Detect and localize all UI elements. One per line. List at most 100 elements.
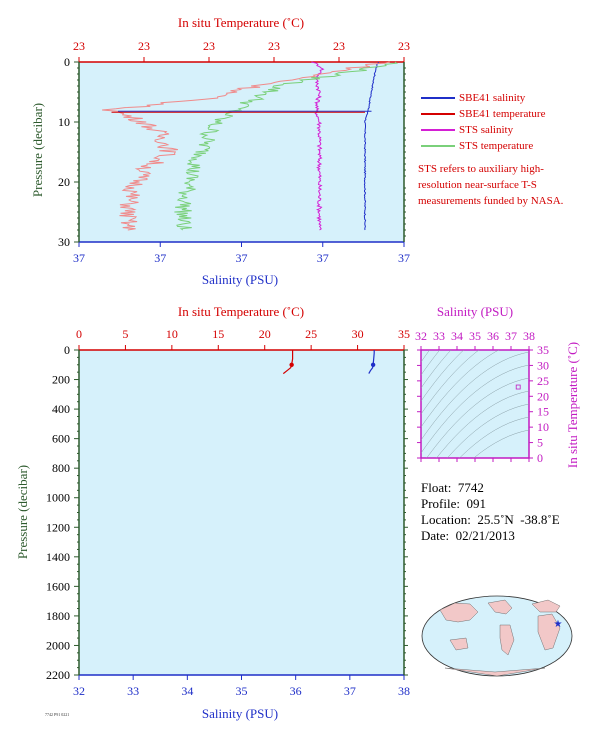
top-temp-tick-label: 23 [203,39,215,53]
map-land-south-america [499,624,515,656]
ts-density-contour [436,390,529,458]
top-sal-tick-label: 37 [236,251,248,265]
bottom-series-marker [370,362,376,367]
top-pressure-tick-label: 0 [64,55,70,69]
ts-temp-axis-title: In situ Temperature (˚C) [565,342,580,468]
top-series-sts-temperature [174,61,399,231]
ts-sal-tick-label: 33 [433,329,445,343]
ts-temp-tick-label: 10 [537,420,549,434]
bottom-pressure-tick-label: 2200 [46,668,70,682]
top-salinity-axis-title: Salinity (PSU) [202,272,278,287]
bottom-sal-tick-label: 33 [127,684,139,698]
ts-density-contour [421,350,465,402]
ts-density-contour [459,416,529,458]
map-land-antarctica [444,667,546,677]
legend-item: SBE41 temperature [421,106,545,122]
top-sal-tick-label: 37 [317,251,329,265]
legend-label: STS salinity [459,124,514,136]
bottom-sal-tick-label: 38 [398,684,410,698]
ts-temp-tick-label: 0 [537,451,543,465]
legend-swatch [421,97,455,99]
top-sal-tick-label: 37 [154,251,166,265]
bottom-sal-tick-label: 37 [344,684,356,698]
map-land-europe [531,599,561,613]
top-pressure-ticks: 0 10 20 30 [58,55,406,249]
bottom-pressure-tick-label: 800 [52,461,70,475]
ts-density-contour [473,429,529,458]
map-land-africa [537,613,561,651]
top-series-sbe41-temperature [102,61,390,231]
footer-code: 7742 P91 0221 [45,712,70,717]
ts-density-contour [421,350,441,376]
ts-point [515,384,521,390]
ts-density-contour [426,377,529,458]
bottom-pressure-tick-label: 200 [52,373,70,387]
bottom-pressure-tick-label: 1200 [46,520,70,534]
top-sal-tick-label: 37 [398,251,410,265]
ts-sal-tick-label: 38 [523,329,535,343]
top-pressure-tick-label: 10 [58,115,70,129]
float-info: Float: 7742 Profile: 091 Location: 25.5˚… [421,480,560,544]
top-sal-ticks: 37 37 37 37 37 [73,241,410,265]
top-pressure-tick-label: 30 [58,235,70,249]
ts-temp-tick-label: 30 [537,358,549,372]
map-land-asia [439,602,479,623]
legend-swatch [421,129,455,131]
ts-density-contour [421,350,452,389]
top-pressure-axis-title: Pressure (decibar) [30,103,45,197]
bottom-chart: In situ Temperature (˚C) 0 5 10 15 20 25 30 35 … [15,304,410,721]
sts-note: STS refers to auxiliary high-resolution … [418,163,564,207]
bottom-pressure-tick-label: 2000 [46,638,70,652]
bottom-pressure-tick-label: 1800 [46,609,70,623]
legend-label: SBE41 temperature [459,108,546,120]
top-pressure-tick-label: 20 [58,175,70,189]
legend-swatch [421,113,455,115]
ts-sal-tick-label: 36 [487,329,499,343]
top-temp-ticks: 23 23 23 23 23 23 [73,39,410,63]
ts-sal-tick-label: 32 [415,329,427,343]
top-chart: In situ Temperature (˚C) 23 23 23 23 23 23 37… [30,15,410,287]
legend-label: SBE41 salinity [459,92,526,104]
bottom-sal-ticks: 32 33 34 35 36 37 38 [73,674,410,698]
date: Date: 02/21/2013 [421,528,515,543]
bottom-pressure-tick-label: 1000 [46,491,70,505]
ts-sal-tick-label: 34 [451,329,463,343]
top-series-group [102,61,399,231]
bottom-sal-tick-label: 35 [236,684,248,698]
bottom-pressure-axis-title: Pressure (decibar) [15,465,30,559]
legend-item: STS temperature [421,138,545,154]
ts-temp-tick-label: 35 [537,343,549,357]
map-land-australia [449,637,469,651]
ts-salinity-ticks: 32 33 34 35 36 37 38 [415,329,535,462]
bottom-series-marker [289,362,294,367]
bottom-sal-tick-label: 36 [290,684,302,698]
bottom-series-group [282,350,376,375]
ts-density-contour [421,248,529,336]
top-temp-tick-label: 23 [73,39,85,53]
bottom-temp-tick-label: 25 [305,327,317,341]
top-temp-tick-label: 23 [268,39,280,53]
bottom-pressure-ticks: 0 200 400 600 800 1000 1200 1400 1600 1800 2000 220… [46,343,408,682]
profile-number: Profile: 091 [421,496,486,511]
bottom-temp-tick-label: 15 [212,327,224,341]
legend-label: STS temperature [459,140,534,152]
ts-temp-tick-label: 20 [537,389,549,403]
bottom-plot-area [79,350,404,675]
bottom-temp-ticks: 0 5 10 15 20 25 30 35 [76,327,410,351]
ts-density-contour [421,350,480,415]
ts-sal-tick-label: 37 [505,329,517,343]
ts-density-contours [421,248,529,458]
top-sal-tick-label: 37 [73,251,85,265]
ts-temp-tick-label: 5 [537,436,543,450]
top-temp-tick-label: 23 [398,39,410,53]
ts-points [515,384,521,390]
bottom-sal-tick-label: 32 [73,684,85,698]
bottom-pressure-tick-label: 400 [52,402,70,416]
ts-density-contour [421,350,500,428]
bottom-temp-tick-label: 5 [122,327,128,341]
top-temp-axis-title: In situ Temperature (˚C) [178,15,304,30]
bottom-pressure-tick-label: 0 [64,343,70,357]
